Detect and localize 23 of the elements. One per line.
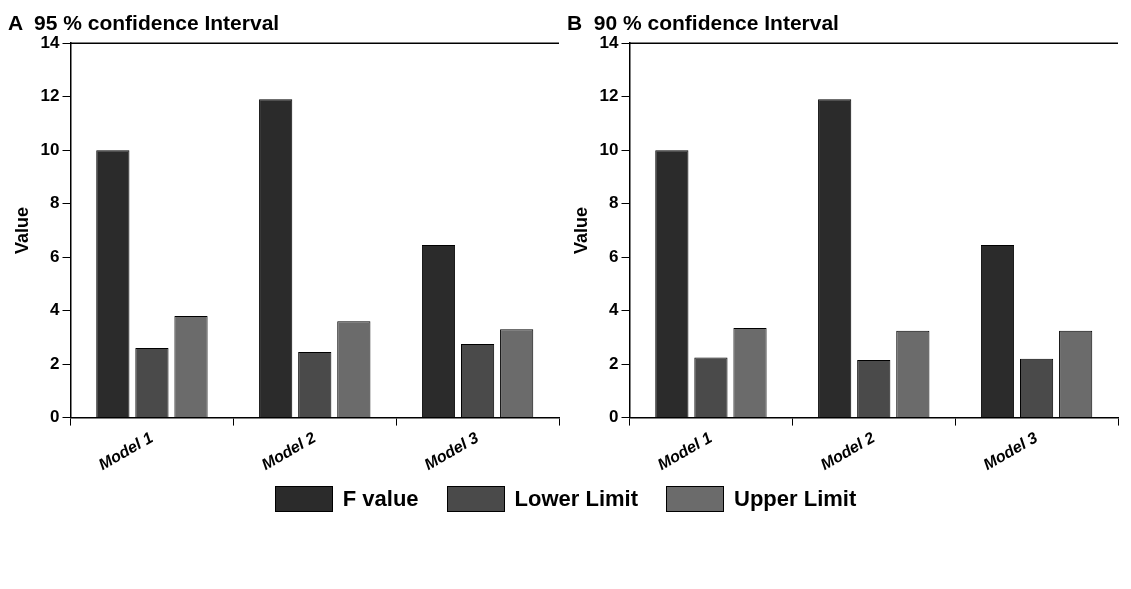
y-tick-label: 14 [599,32,620,52]
chart-title: B 90 % confidence Interval [567,11,839,35]
y-tick-label: 10 [599,139,619,159]
y-tick-label: 4 [50,300,61,320]
legend-label: Lower Limit [514,486,639,512]
y-tick-label: 6 [609,246,619,266]
chart-title: A 95 % confidence Interval [8,11,280,35]
y-tick-label: 8 [609,193,619,213]
legend-label: F value [342,486,419,512]
y-tick-label: 10 [40,139,60,159]
y-tick-label: 12 [599,86,619,106]
y-tick-label: 8 [50,193,60,213]
legend-label: Upper Limit [734,486,857,512]
y-tick-label: 2 [609,353,619,373]
y-axis-title: Value [11,206,32,254]
y-axis-title: Value [570,206,591,254]
y-tick-label: 4 [609,300,620,320]
y-tick-label: 0 [50,407,60,427]
y-tick-label: 0 [609,407,619,427]
y-tick-label: 2 [50,353,60,373]
y-tick-label: 6 [50,246,60,266]
y-tick-label: 12 [40,86,60,106]
y-tick-label: 14 [40,32,61,52]
